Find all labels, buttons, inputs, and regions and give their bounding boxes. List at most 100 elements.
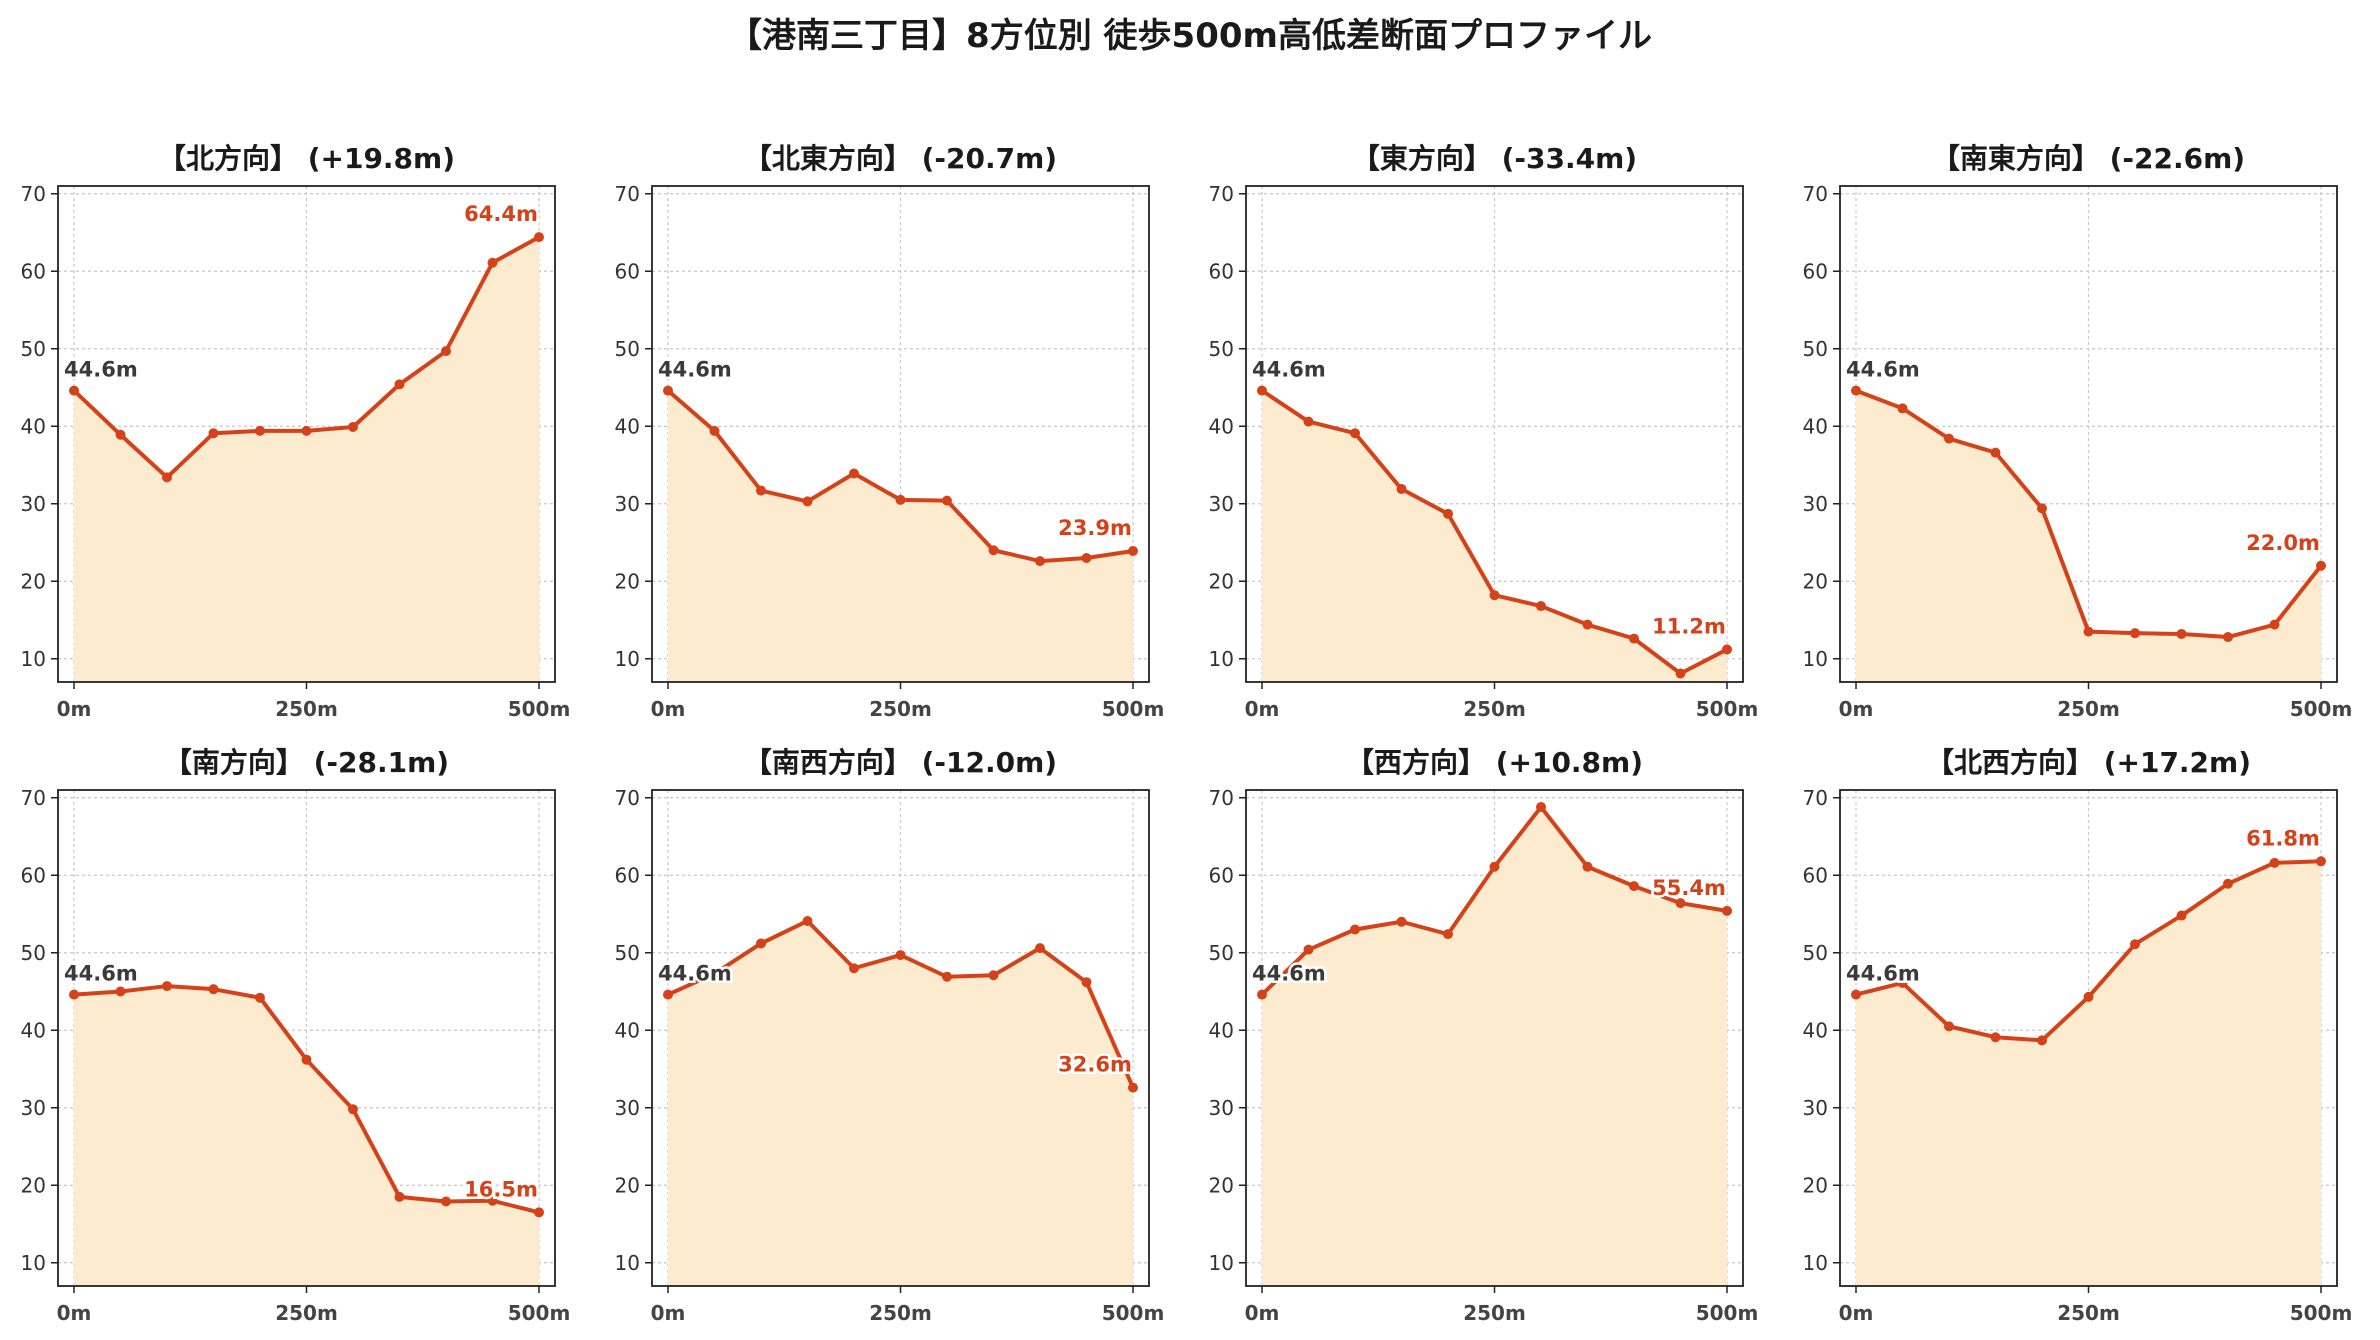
elevation-point — [348, 1104, 358, 1115]
x-tick-label: 500m — [1102, 1301, 1165, 1325]
end-elevation-label: 32.6m — [1058, 1053, 1132, 1077]
elevation-point — [255, 992, 265, 1003]
y-tick-label: 30 — [1209, 1096, 1234, 1120]
elevation-point — [441, 1196, 451, 1207]
elevation-point — [394, 379, 405, 390]
y-tick-label: 10 — [1209, 1251, 1234, 1275]
elevation-area — [1856, 861, 2321, 1286]
elevation-point — [1035, 556, 1045, 567]
end-elevation-label: 22.0m — [2246, 531, 2320, 555]
elevation-point — [663, 385, 673, 396]
elevation-point — [2130, 628, 2140, 639]
profile-panel: 【北西方向】 (+17.2m) 10 20 30 40 50 60 70 0m 250m 500m 4… — [1803, 746, 2353, 1325]
y-tick-label: 40 — [1209, 414, 1234, 438]
y-tick-label: 60 — [615, 863, 640, 887]
elevation-point — [849, 468, 859, 479]
start-elevation-label: 44.6m — [658, 358, 732, 382]
y-tick-label: 40 — [615, 414, 640, 438]
x-tick-label: 0m — [57, 697, 92, 721]
elevation-point — [2083, 626, 2094, 637]
panel-title: 【北方向】 (+19.8m) — [158, 142, 455, 175]
elevation-point — [1303, 944, 1314, 955]
elevation-area — [1856, 390, 2321, 682]
elevation-point — [988, 545, 999, 556]
y-tick-label: 10 — [1209, 647, 1234, 671]
elevation-point — [2316, 560, 2326, 571]
elevation-point — [1629, 633, 1639, 644]
elevation-point — [208, 984, 219, 995]
elevation-point — [1675, 898, 1686, 909]
plot-frame — [651, 789, 1150, 1287]
elevation-point — [1443, 929, 1453, 940]
elevation-area — [668, 390, 1133, 682]
elevation-point — [663, 989, 673, 1000]
panel-title: 【南方向】 (-28.1m) — [164, 746, 449, 779]
elevation-point — [1582, 861, 1593, 872]
y-tick-label: 40 — [1803, 414, 1828, 438]
x-tick-label: 500m — [508, 697, 571, 721]
profile-panel: 【南方向】 (-28.1m) 10 20 30 40 50 60 70 0m 250m 500m 44… — [21, 746, 571, 1325]
elevation-point — [487, 257, 498, 268]
elevation-point — [1675, 668, 1686, 679]
elevation-point — [208, 428, 219, 439]
y-tick-label: 70 — [615, 786, 640, 810]
elevation-point — [1396, 916, 1407, 927]
y-tick-label: 50 — [1803, 337, 1828, 361]
y-tick-label: 60 — [21, 259, 46, 283]
elevation-point — [2223, 878, 2233, 889]
x-tick-label: 250m — [869, 697, 932, 721]
plot-frame — [1245, 789, 1744, 1287]
elevation-point — [1944, 433, 1954, 444]
plot-frame — [651, 185, 1150, 683]
y-tick-label: 10 — [1803, 1251, 1828, 1275]
y-tick-label: 40 — [21, 414, 46, 438]
elevation-point — [2269, 857, 2280, 868]
elevation-point — [1536, 601, 1546, 612]
profile-panel: 【北方向】 (+19.8m) 10 20 30 40 50 60 70 0m 250m 500m 44… — [21, 142, 571, 721]
elevation-point — [1257, 989, 1267, 1000]
y-tick-label: 30 — [1803, 1096, 1828, 1120]
y-tick-label: 40 — [1803, 1018, 1828, 1042]
elevation-point — [1629, 881, 1639, 892]
figure-title: 【港南三丁目】8方位別 徒歩500m高低差断面プロファイル — [728, 16, 1652, 56]
elevation-point — [1081, 553, 1092, 563]
elevation-point — [441, 346, 451, 357]
profile-panel: 【南西方向】 (-12.0m) 10 20 30 40 50 60 70 0m 250m 500m 4… — [615, 746, 1165, 1325]
y-tick-label: 50 — [615, 337, 640, 361]
start-elevation-label: 44.6m — [1846, 962, 1920, 986]
x-tick-label: 500m — [1696, 1301, 1759, 1325]
elevation-point — [301, 425, 312, 436]
x-tick-label: 0m — [1839, 1301, 1874, 1325]
y-tick-label: 60 — [1209, 863, 1234, 887]
elevation-point — [1128, 1082, 1138, 1093]
elevation-point — [1897, 403, 1908, 414]
start-elevation-label: 44.6m — [1252, 358, 1326, 382]
elevation-point — [1035, 943, 1045, 954]
elevation-point — [348, 422, 358, 433]
panel-title: 【東方向】 (-33.4m) — [1352, 142, 1637, 175]
elevation-point — [802, 915, 813, 926]
elevation-point — [1443, 508, 1453, 519]
x-tick-label: 250m — [275, 1301, 338, 1325]
panel-title: 【南東方向】 (-22.6m) — [1932, 142, 2245, 175]
y-tick-label: 70 — [1803, 182, 1828, 206]
y-tick-label: 70 — [21, 182, 46, 206]
elevation-point — [1722, 644, 1732, 655]
start-elevation-label: 44.6m — [1846, 358, 1920, 382]
elevation-point — [2176, 628, 2187, 639]
y-tick-label: 20 — [615, 569, 640, 593]
y-tick-label: 50 — [1803, 941, 1828, 965]
plot-frame — [57, 789, 556, 1287]
elevation-point — [2083, 991, 2094, 1002]
x-tick-label: 0m — [651, 697, 686, 721]
elevation-point — [988, 970, 999, 981]
y-tick-label: 60 — [1209, 259, 1234, 283]
y-tick-label: 30 — [1803, 492, 1828, 516]
elevation-point — [255, 425, 265, 436]
elevation-point — [394, 1191, 405, 1202]
profile-panel: 【西方向】 (+10.8m) 10 20 30 40 50 60 70 0m 250m 500m 44… — [1209, 746, 1759, 1325]
elevation-point — [2223, 632, 2233, 643]
elevation-point — [2130, 939, 2140, 950]
elevation-point — [2269, 619, 2280, 630]
